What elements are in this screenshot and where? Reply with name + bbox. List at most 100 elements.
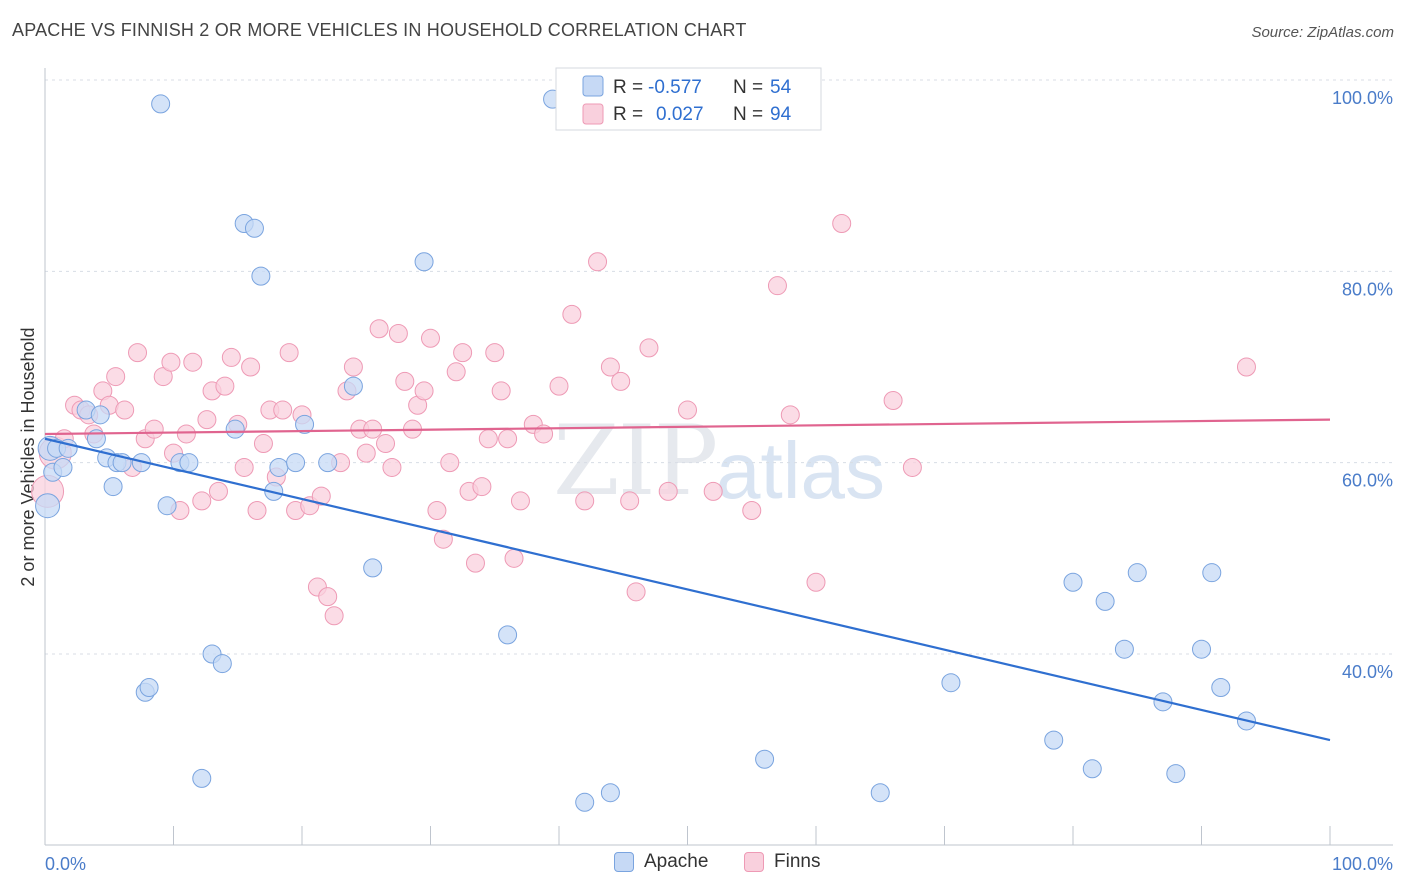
finns-point-16 [161, 352, 181, 372]
finns-point-25 [215, 376, 235, 396]
finns-point-64 [465, 553, 485, 573]
series-legend-finns[interactable]: Finns [744, 851, 820, 873]
finns-point-24 [208, 481, 228, 501]
finns-point-20 [183, 352, 203, 372]
apache-point-41 [941, 673, 961, 693]
apache-point-38 [600, 783, 620, 803]
x-tick-labels: 0.0% 100.0% [45, 854, 1393, 874]
legend-finns-n-label: N = [733, 104, 763, 125]
finns-trend-line [44, 418, 1331, 436]
apache-point-22 [212, 654, 232, 674]
y-tick-label-100: 100.0% [1332, 88, 1393, 108]
finns-point-51 [382, 457, 402, 477]
series-legend: Apache Finns [0, 851, 1406, 879]
series-legend-finns-swatch [744, 852, 764, 872]
apache-point-34 [414, 252, 434, 272]
chart-title: APACHE VS FINNISH 2 OR MORE VEHICLES IN … [12, 20, 747, 40]
apache-point-52 [1211, 677, 1231, 697]
finns-point-14 [144, 419, 164, 439]
series-legend-finns-label: Finns [774, 851, 821, 872]
finns-point-31 [253, 434, 273, 454]
finns-point-9 [106, 367, 126, 387]
x-ticks [173, 826, 1331, 845]
finns-point-75 [562, 304, 582, 324]
finns-point-83 [658, 481, 678, 501]
finns-points [31, 214, 1256, 626]
finns-point-10 [115, 400, 135, 420]
apache-point-19 [179, 453, 199, 473]
finns-point-65 [472, 477, 492, 497]
apache-point-31 [318, 453, 338, 473]
stats-legend: R = -0.577 N = 54 R = 0.027 N = 94 [555, 67, 822, 131]
finns-point-52 [388, 324, 408, 344]
legend-finns-n-value: 94 [770, 104, 792, 125]
finns-point-81 [626, 582, 646, 602]
x-tick-label-max: 100.0% [1332, 854, 1393, 874]
finns-point-30 [247, 501, 267, 520]
legend-apache-r-value: -0.577 [648, 77, 702, 98]
axes [44, 68, 1393, 846]
finns-point-62 [453, 343, 473, 363]
y-tick-label-40: 40.0% [1342, 662, 1393, 682]
finns-point-21 [192, 491, 212, 511]
apache-point-44 [1082, 759, 1102, 779]
series-legend-apache-swatch [614, 852, 634, 872]
apache-point-15 [139, 677, 159, 697]
finns-point-41 [318, 587, 338, 607]
finns-point-49 [369, 319, 389, 339]
apache-point-0 [35, 493, 61, 519]
chart-source: Source: ZipAtlas.com [1251, 24, 1394, 41]
finns-point-58 [427, 501, 447, 520]
finns-point-67 [485, 343, 505, 363]
finns-point-86 [742, 501, 762, 520]
apache-point-49 [1166, 764, 1186, 784]
legend-apache-n-label: N = [733, 77, 763, 98]
legend-finns-r-label: R = [613, 104, 643, 125]
apache-point-23 [225, 419, 245, 439]
apache-trend-line [44, 437, 1331, 742]
apache-point-25 [244, 218, 264, 238]
finns-point-50 [376, 434, 396, 454]
apache-point-10 [103, 477, 123, 497]
finns-point-77 [588, 252, 608, 272]
finns-point-82 [639, 338, 659, 358]
apache-point-20 [192, 768, 212, 788]
trend-lines [44, 418, 1331, 742]
watermark-atlas: atlas [716, 426, 885, 515]
finns-point-87 [767, 276, 787, 296]
finns-point-57 [421, 328, 440, 348]
apache-point-16 [151, 94, 171, 114]
finns-point-80 [620, 491, 640, 511]
apache-point-29 [286, 453, 306, 473]
finns-point-42 [324, 606, 344, 626]
finns-point-85 [703, 481, 723, 501]
finns-point-69 [498, 429, 518, 449]
apache-point-39 [755, 749, 775, 769]
y-tick-label-60: 60.0% [1342, 471, 1393, 491]
legend-swatch-finns [582, 103, 604, 125]
legend-finns-r-value: 0.027 [656, 104, 704, 125]
finns-point-61 [446, 362, 466, 382]
y-tick-labels: 40.0% 60.0% 80.0% 100.0% [1332, 88, 1393, 682]
finns-point-56 [414, 381, 434, 401]
apache-point-26 [251, 266, 271, 286]
y-axis-label: 2 or more Vehicles in Household [18, 327, 38, 586]
legend-apache-r-label: R = [613, 77, 643, 98]
finns-point-45 [343, 357, 363, 377]
finns-point-74 [549, 376, 569, 396]
finns-point-84 [678, 400, 697, 420]
finns-point-60 [440, 453, 460, 473]
apache-point-35 [498, 625, 518, 645]
finns-point-93 [1236, 357, 1256, 377]
finns-point-53 [395, 371, 415, 391]
apache-point-30 [295, 414, 315, 434]
series-legend-apache-label: Apache [644, 851, 709, 872]
finns-point-79 [611, 371, 631, 391]
series-legend-apache[interactable]: Apache [614, 851, 708, 873]
finns-point-90 [832, 214, 852, 233]
finns-point-71 [510, 491, 530, 511]
finns-point-19 [176, 424, 196, 444]
apache-point-43 [1063, 572, 1083, 592]
apache-point-33 [363, 558, 383, 578]
